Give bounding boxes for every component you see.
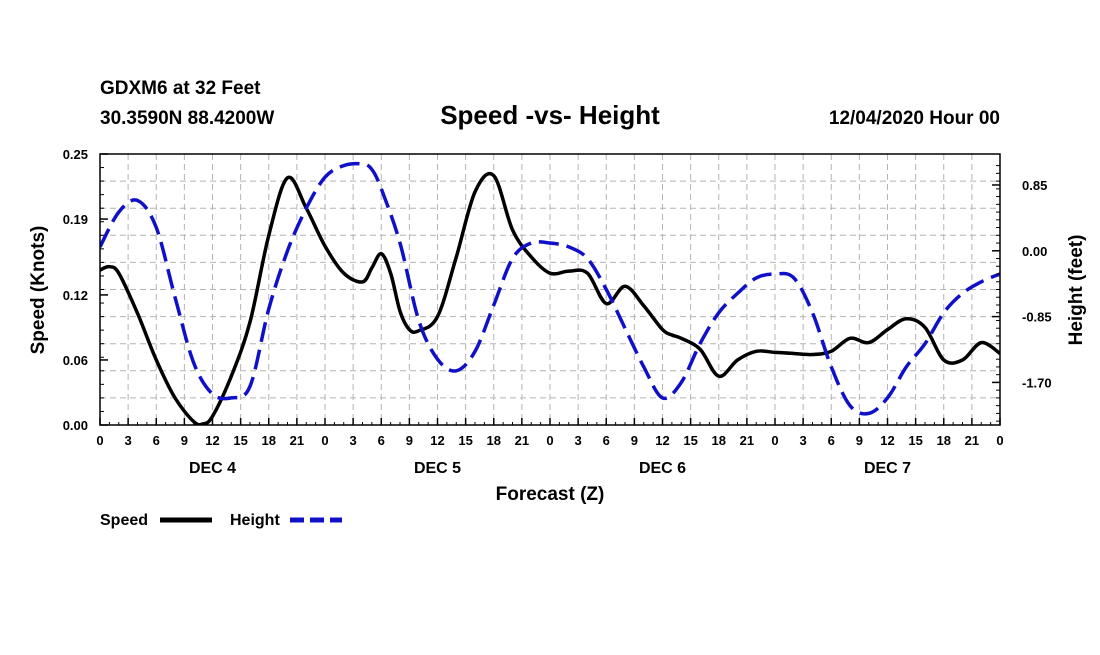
y-tick-label: 0.00 (63, 418, 88, 433)
x-tick-label: 0 (96, 433, 103, 448)
x-tick-label: 9 (406, 433, 413, 448)
x-tick-label: 12 (430, 433, 444, 448)
legend-height-label: Height (230, 512, 280, 529)
x-tick-label: 6 (153, 433, 160, 448)
series-group (100, 161, 1000, 425)
x-tick-label: 15 (233, 433, 247, 448)
day-label: DEC 5 (414, 460, 461, 477)
y-tick-label: 0.25 (63, 147, 88, 162)
x-tick-label: 6 (828, 433, 835, 448)
x-tick-label: 6 (378, 433, 385, 448)
x-tick-label: 21 (290, 433, 304, 448)
x-tick-label: 21 (740, 433, 754, 448)
y-tick-label: 0.19 (63, 212, 88, 227)
tick-labels: 0 3 6 9 12 15 18 21 0 3 6 9 12 15 18 21 0 3 6 9 12 15 18 21 0 3 6 9… (63, 147, 1052, 477)
y2-tick-label: -0.85 (1022, 310, 1052, 325)
x-tick-label: 18 (487, 433, 501, 448)
x-tick-label: 15 (908, 433, 922, 448)
x-tick-label: 0 (321, 433, 328, 448)
x-tick-label: 3 (575, 433, 582, 448)
x-tick-label: 21 (515, 433, 529, 448)
x-tick-label: 0 (996, 433, 1003, 448)
x-tick-label: 18 (262, 433, 276, 448)
y2-tick-label: 0.85 (1022, 178, 1047, 193)
x-tick-label: 3 (350, 433, 357, 448)
ticks (99, 153, 1001, 426)
y-tick-label: 0.12 (63, 288, 88, 303)
x-tick-label: 9 (631, 433, 638, 448)
legend: Speed Height (100, 512, 342, 529)
x-tick-label: 6 (603, 433, 610, 448)
x-tick-label: 3 (125, 433, 132, 448)
x-tick-label: 9 (181, 433, 188, 448)
coords-label: 30.3590N 88.4200W (100, 108, 274, 129)
day-label: DEC 7 (864, 460, 911, 477)
x-tick-label: 0 (771, 433, 778, 448)
y-axis-label: Speed (Knots) (28, 226, 49, 355)
y2-tick-label: -1.70 (1022, 375, 1052, 390)
x-tick-label: 21 (965, 433, 979, 448)
x-tick-label: 15 (683, 433, 697, 448)
x-tick-label: 15 (458, 433, 472, 448)
height-line (100, 161, 1000, 416)
x-tick-label: 9 (856, 433, 863, 448)
day-label: DEC 4 (189, 460, 236, 477)
y2-tick-label: 0.00 (1022, 244, 1047, 259)
day-label: DEC 6 (639, 460, 686, 477)
x-tick-label: 12 (205, 433, 219, 448)
chart-title: Speed -vs- Height (440, 100, 660, 130)
legend-speed-label: Speed (100, 512, 148, 529)
y-tick-label: 0.06 (63, 353, 88, 368)
x-tick-label: 18 (937, 433, 951, 448)
x-tick-label: 12 (880, 433, 894, 448)
grid (100, 154, 1000, 425)
x-tick-label: 0 (546, 433, 553, 448)
forecast-date: 12/04/2020 Hour 00 (829, 108, 1000, 129)
speed-line (100, 171, 1000, 425)
y2-axis-label: Height (feet) (1066, 235, 1087, 346)
x-tick-label: 18 (712, 433, 726, 448)
x-axis-label: Forecast (Z) (496, 484, 605, 505)
x-tick-label: 3 (800, 433, 807, 448)
x-tick-label: 12 (655, 433, 669, 448)
station-label: GDXM6 at 32 Feet (100, 78, 261, 99)
